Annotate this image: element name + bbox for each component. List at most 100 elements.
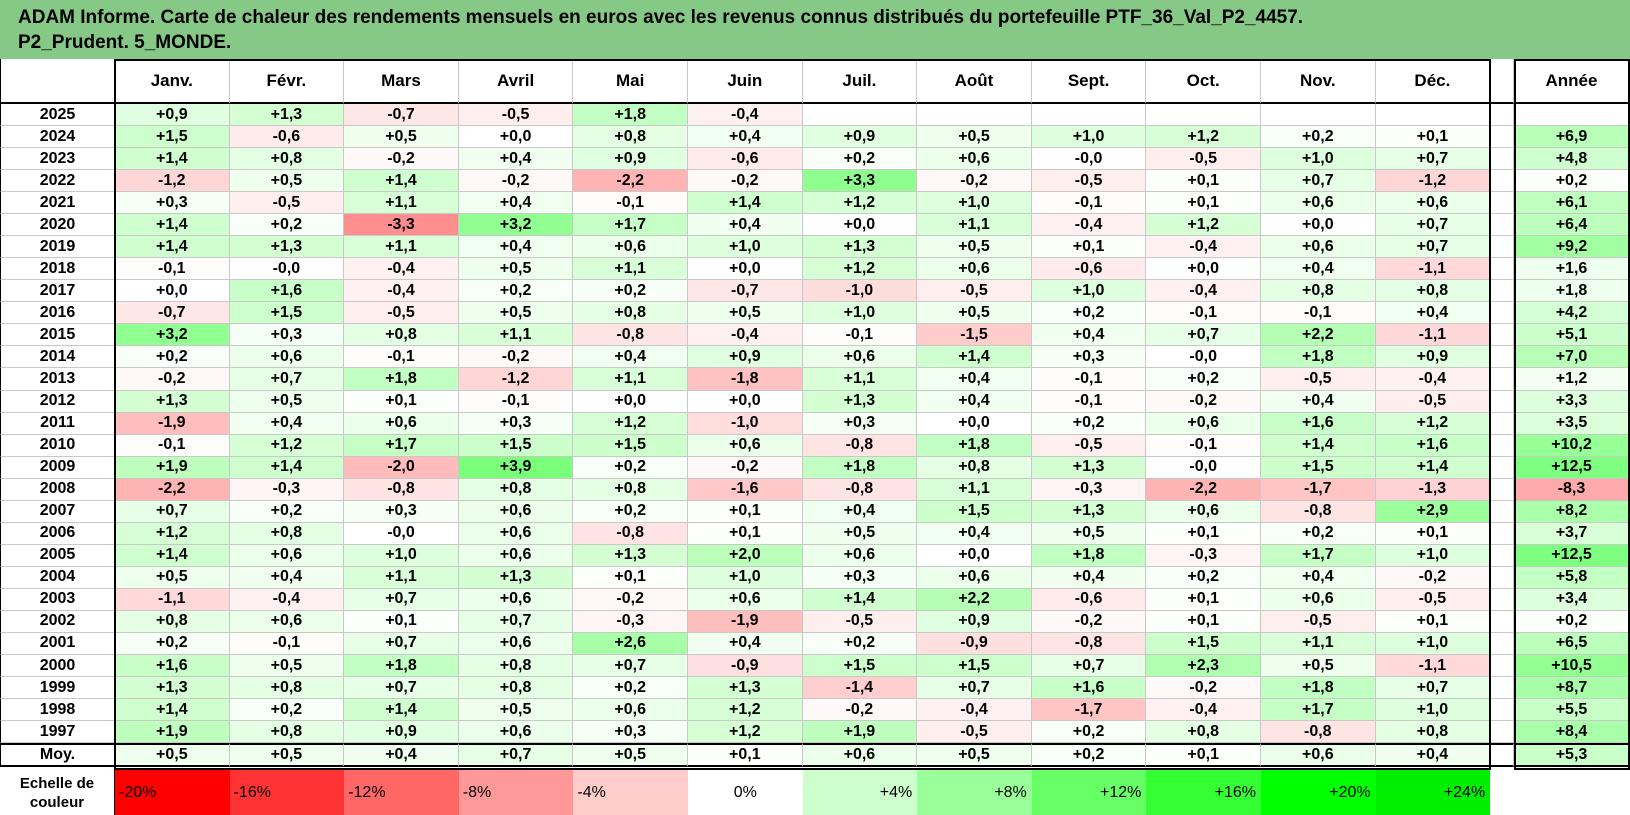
heatmap-cell: +0,3: [1031, 346, 1147, 369]
heatmap-cell: +0,1: [1146, 522, 1261, 545]
heatmap-cell: +0,7: [1375, 148, 1491, 171]
heatmap-cell: +0,2: [229, 699, 345, 722]
heatmap-cell: -0,1: [1031, 368, 1147, 391]
heatmap-cell: -0,5: [1375, 588, 1491, 611]
row-year-label: 2007: [0, 500, 115, 523]
heatmap-cell: -1,9: [688, 610, 803, 633]
heatmap-cell: +0,2: [573, 677, 688, 700]
heatmap-cell: -0,1: [1031, 390, 1147, 413]
heatmap-cell: +0,8: [229, 148, 345, 171]
heatmap-cell: -0,1: [573, 192, 688, 215]
row-year-label: 2008: [0, 478, 115, 501]
heatmap-cell: +0,6: [573, 699, 688, 722]
annual-cell: +3,3: [1514, 390, 1630, 413]
heatmap-cell: +1,6: [1375, 434, 1491, 457]
heatmap-cell: +1,3: [229, 104, 345, 127]
heatmap-cell: -0,4: [229, 588, 345, 611]
heatmap-cell: +0,4: [1375, 302, 1491, 325]
heatmap-cell: +0,0: [802, 214, 918, 237]
heatmap-cell: +0,4: [688, 214, 803, 237]
column-header: Déc.: [1375, 59, 1491, 104]
heatmap-cell: -0,2: [1031, 610, 1147, 633]
heatmap-cell: +1,5: [917, 655, 1032, 678]
column-header: Mars: [344, 59, 459, 104]
heatmap-cell: -1,7: [1031, 699, 1147, 722]
row-year-label: 2018: [0, 258, 115, 281]
color-scale-step: +24%: [1375, 770, 1491, 815]
heatmap-cell: +0,6: [688, 588, 803, 611]
heatmap-cell: -0,1: [1146, 302, 1261, 325]
row-year-label: 2011: [0, 412, 115, 435]
heatmap-cell: -2,0: [344, 456, 459, 479]
heatmap-cell: +0,4: [688, 632, 803, 655]
gap-cell: [1491, 677, 1514, 700]
heatmap-cell: +3,3: [802, 170, 918, 193]
row-year-label: 2013: [0, 368, 115, 391]
heatmap-cell: -0,8: [1031, 632, 1147, 655]
heatmap-cell: +1,6: [229, 280, 345, 303]
heatmap-cell: -0,0: [1146, 346, 1261, 369]
heatmap-cell: +1,3: [115, 677, 230, 700]
gap-cell: [1491, 324, 1514, 347]
heatmap-cell: +0,2: [229, 500, 345, 523]
gap-cell: [1491, 104, 1514, 127]
heatmap-cell: +0,5: [458, 699, 574, 722]
heatmap-cell: +0,0: [688, 258, 803, 281]
heatmap-cell: +1,3: [1031, 456, 1147, 479]
heatmap-cell: -0,8: [802, 478, 918, 501]
header-corner: [0, 59, 115, 104]
heatmap-cell: +0,4: [458, 236, 574, 259]
heatmap-cell: -0,2: [458, 170, 574, 193]
heatmap-cell: +1,4: [344, 699, 459, 722]
heatmap-cell: +0,2: [115, 346, 230, 369]
heatmap-cell: -0,8: [1261, 500, 1376, 523]
heatmap-cell: +0,8: [573, 302, 688, 325]
heatmap-cell: +1,2: [115, 522, 230, 545]
row-year-label: 2005: [0, 544, 115, 567]
heatmap-cell: -0,4: [1146, 236, 1261, 259]
heatmap-cell: -0,2: [115, 368, 230, 391]
heatmap-cell: -0,2: [573, 588, 688, 611]
heatmap-cell: -1,2: [115, 170, 230, 193]
heatmap-cell: +1,3: [802, 236, 918, 259]
heatmap-cell: +1,5: [115, 126, 230, 149]
heatmap-cell: +1,5: [229, 302, 345, 325]
heatmap-cell: -0,0: [1146, 456, 1261, 479]
heatmap-cell: -0,0: [344, 522, 459, 545]
heatmap-cell: +1,3: [688, 677, 803, 700]
heatmap-cell: -0,6: [1031, 588, 1147, 611]
heatmap-cell: +0,0: [917, 544, 1032, 567]
heatmap-cell: +0,4: [229, 566, 345, 589]
color-scale-label-line-2: couleur: [29, 793, 85, 811]
annual-cell: +10,5: [1514, 655, 1630, 678]
heatmap-cell: +0,6: [229, 610, 345, 633]
heatmap-cell: -0,4: [1375, 368, 1491, 391]
row-year-label: 2021: [0, 192, 115, 215]
heatmap-cell: -0,8: [573, 324, 688, 347]
heatmap-cell: +1,7: [344, 434, 459, 457]
heatmap-cell: +0,0: [1146, 258, 1261, 281]
heatmap-cell: +1,3: [115, 390, 230, 413]
heatmap-cell: +0,8: [573, 478, 688, 501]
heatmap-cell: -0,4: [1146, 699, 1261, 722]
heatmap-cell: +0,6: [1261, 588, 1376, 611]
heatmap-cell: +0,6: [458, 522, 574, 545]
heatmap-cell: [1261, 104, 1376, 127]
row-year-label: 2004: [0, 566, 115, 589]
row-year-label: 1997: [0, 721, 115, 744]
heatmap-cell: -0,4: [344, 280, 459, 303]
heatmap-cell: +2,6: [573, 632, 688, 655]
row-year-label: 2000: [0, 655, 115, 678]
heatmap-cell: +1,5: [1146, 632, 1261, 655]
heatmap-cell: +0,1: [688, 522, 803, 545]
heatmap-cell: +0,6: [1375, 192, 1491, 215]
color-scale-label-line-1: Echelle de: [19, 774, 95, 792]
heatmap-cell: -0,7: [115, 302, 230, 325]
heatmap-cell: +0,9: [344, 721, 459, 744]
heatmap-cell: -0,8: [1261, 721, 1376, 744]
gap-header: [1491, 59, 1514, 104]
heatmap-cell: -2,2: [1146, 478, 1261, 501]
heatmap-cell: +0,5: [688, 302, 803, 325]
heatmap-cell: -0,6: [1031, 258, 1147, 281]
heatmap-cell: +0,2: [573, 500, 688, 523]
